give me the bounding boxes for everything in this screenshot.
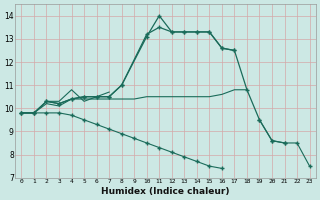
- X-axis label: Humidex (Indice chaleur): Humidex (Indice chaleur): [101, 187, 230, 196]
